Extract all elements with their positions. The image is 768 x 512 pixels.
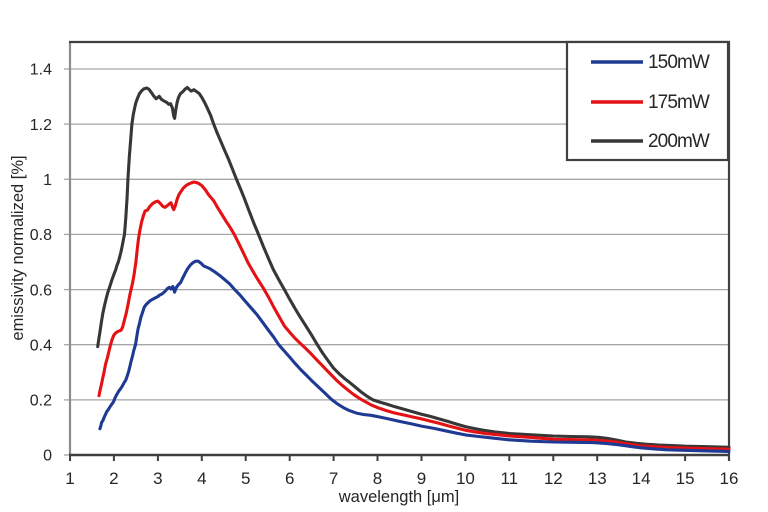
svg-text:14: 14 (632, 469, 651, 488)
svg-text:3: 3 (153, 469, 162, 488)
svg-text:9: 9 (417, 469, 426, 488)
svg-text:7: 7 (329, 469, 338, 488)
svg-text:10: 10 (456, 469, 475, 488)
svg-text:11: 11 (500, 469, 518, 488)
svg-text:5: 5 (241, 469, 250, 488)
svg-text:0.4: 0.4 (30, 337, 52, 354)
svg-text:0.2: 0.2 (30, 393, 52, 410)
svg-text:emissivity normalized [%]: emissivity normalized [%] (9, 155, 27, 340)
svg-text:12: 12 (544, 469, 563, 488)
svg-text:16: 16 (720, 469, 739, 488)
svg-text:wavelength [μm]: wavelength [μm] (338, 488, 459, 506)
svg-text:4: 4 (197, 469, 206, 488)
svg-text:1.4: 1.4 (30, 62, 52, 79)
svg-text:1: 1 (43, 172, 52, 189)
svg-text:0.6: 0.6 (30, 282, 52, 299)
svg-text:15: 15 (676, 469, 695, 488)
svg-text:200mW: 200mW (648, 131, 710, 152)
svg-text:2: 2 (109, 469, 118, 488)
svg-text:0: 0 (43, 448, 52, 465)
svg-text:13: 13 (588, 469, 607, 488)
svg-text:6: 6 (285, 469, 294, 488)
svg-text:175mW: 175mW (648, 92, 710, 113)
svg-text:8: 8 (373, 469, 382, 488)
svg-text:150mW: 150mW (648, 52, 710, 73)
svg-text:1.2: 1.2 (30, 117, 52, 134)
svg-text:1: 1 (65, 469, 74, 488)
svg-text:0.8: 0.8 (30, 227, 52, 244)
